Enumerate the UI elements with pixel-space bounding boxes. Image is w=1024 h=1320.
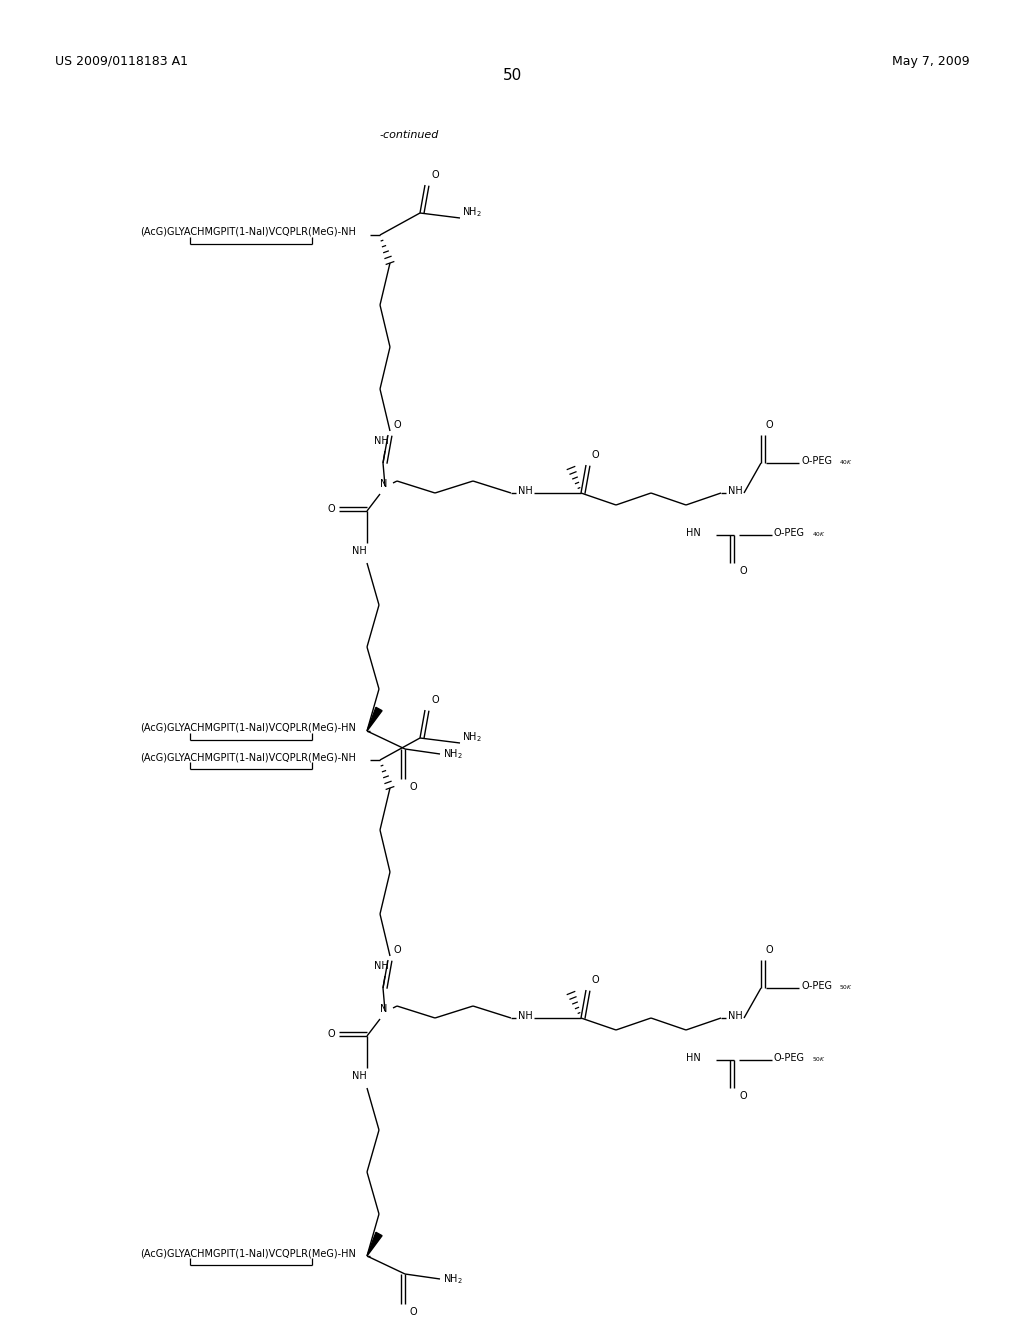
Text: NH: NH bbox=[374, 436, 389, 446]
Text: (AcG)GLYACHMGPIT(1-Nal)VCQPLR(MeG)-NH: (AcG)GLYACHMGPIT(1-Nal)VCQPLR(MeG)-NH bbox=[140, 227, 356, 238]
Text: May 7, 2009: May 7, 2009 bbox=[892, 55, 970, 69]
Text: NH: NH bbox=[728, 1011, 742, 1020]
Text: O: O bbox=[591, 450, 599, 459]
Text: NH: NH bbox=[374, 961, 389, 972]
Text: O: O bbox=[739, 1092, 746, 1101]
Text: $_{50K}$: $_{50K}$ bbox=[839, 983, 853, 993]
Text: 50: 50 bbox=[503, 69, 521, 83]
Text: O: O bbox=[766, 945, 773, 954]
Text: NH: NH bbox=[518, 1011, 532, 1020]
Text: O-PEG: O-PEG bbox=[774, 1053, 805, 1063]
Text: (AcG)GLYACHMGPIT(1-Nal)VCQPLR(MeG)-HN: (AcG)GLYACHMGPIT(1-Nal)VCQPLR(MeG)-HN bbox=[140, 723, 356, 733]
Text: (AcG)GLYACHMGPIT(1-Nal)VCQPLR(MeG)-NH: (AcG)GLYACHMGPIT(1-Nal)VCQPLR(MeG)-NH bbox=[140, 752, 356, 762]
Text: O-PEG: O-PEG bbox=[774, 528, 805, 539]
Text: $_{40K}$: $_{40K}$ bbox=[812, 531, 825, 539]
Text: O: O bbox=[591, 975, 599, 985]
Text: O: O bbox=[739, 566, 746, 576]
Text: NH: NH bbox=[728, 486, 742, 496]
Text: NH$_2$: NH$_2$ bbox=[462, 730, 482, 744]
Text: O: O bbox=[393, 945, 400, 954]
Text: N: N bbox=[380, 1005, 387, 1014]
Polygon shape bbox=[367, 1233, 382, 1257]
Text: O: O bbox=[327, 504, 335, 513]
Text: O: O bbox=[766, 420, 773, 430]
Text: NH$_2$: NH$_2$ bbox=[443, 747, 463, 760]
Text: O-PEG: O-PEG bbox=[801, 455, 831, 466]
Text: O: O bbox=[431, 696, 438, 705]
Text: $_{40K}$: $_{40K}$ bbox=[839, 458, 853, 467]
Text: O: O bbox=[393, 420, 400, 430]
Text: $_{50K}$: $_{50K}$ bbox=[812, 1055, 825, 1064]
Text: NH: NH bbox=[352, 1071, 367, 1081]
Text: N: N bbox=[380, 479, 387, 488]
Text: US 2009/0118183 A1: US 2009/0118183 A1 bbox=[55, 55, 188, 69]
Text: O: O bbox=[431, 170, 438, 180]
Text: O: O bbox=[410, 781, 418, 792]
Text: O: O bbox=[327, 1030, 335, 1039]
Text: O-PEG: O-PEG bbox=[801, 981, 831, 991]
Text: NH$_2$: NH$_2$ bbox=[443, 1272, 463, 1286]
Text: O: O bbox=[410, 1307, 418, 1317]
Text: (AcG)GLYACHMGPIT(1-Nal)VCQPLR(MeG)-HN: (AcG)GLYACHMGPIT(1-Nal)VCQPLR(MeG)-HN bbox=[140, 1247, 356, 1258]
Polygon shape bbox=[367, 708, 382, 731]
Text: NH$_2$: NH$_2$ bbox=[462, 205, 482, 219]
Text: HN: HN bbox=[686, 528, 700, 539]
Text: NH: NH bbox=[352, 546, 367, 556]
Text: NH: NH bbox=[518, 486, 532, 496]
Text: -continued: -continued bbox=[380, 129, 439, 140]
Text: HN: HN bbox=[686, 1053, 700, 1063]
